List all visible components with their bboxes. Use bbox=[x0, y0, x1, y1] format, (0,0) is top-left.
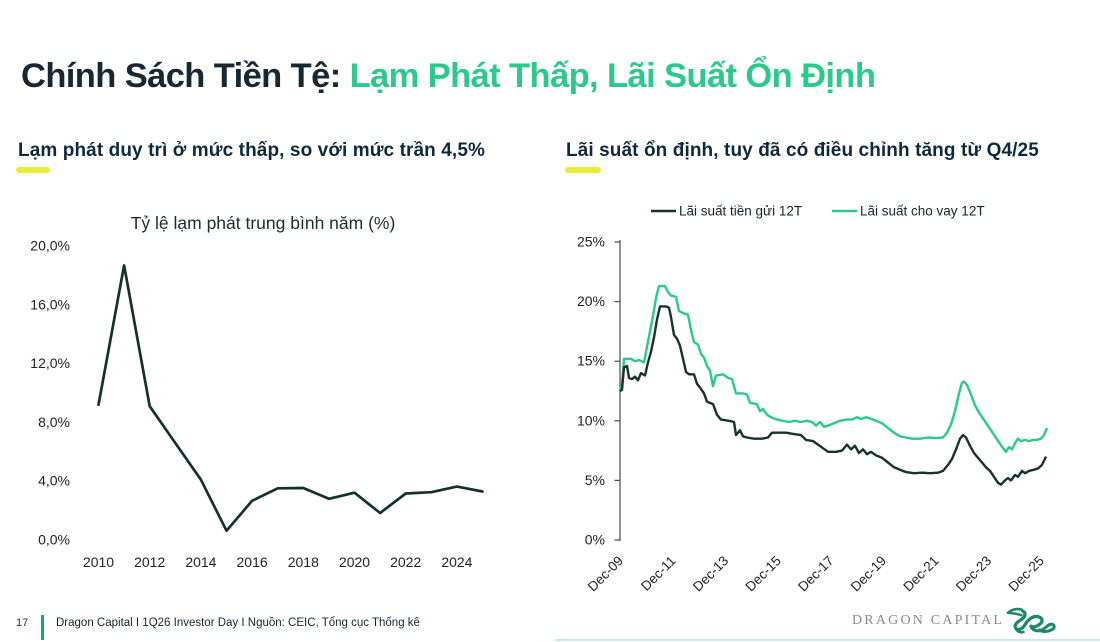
svg-text:2010: 2010 bbox=[83, 554, 114, 570]
svg-text:15%: 15% bbox=[577, 353, 605, 369]
svg-text:Dec-09: Dec-09 bbox=[585, 553, 626, 594]
svg-text:25%: 25% bbox=[577, 234, 605, 250]
svg-text:0%: 0% bbox=[585, 532, 605, 548]
svg-text:Lãi suất cho vay 12T: Lãi suất cho vay 12T bbox=[860, 204, 985, 219]
svg-text:2016: 2016 bbox=[237, 554, 268, 570]
svg-text:Dec-25: Dec-25 bbox=[1006, 553, 1047, 594]
svg-text:16,0%: 16,0% bbox=[30, 296, 70, 312]
svg-text:10%: 10% bbox=[577, 412, 605, 428]
svg-text:Dec-17: Dec-17 bbox=[795, 553, 836, 594]
svg-text:4,0%: 4,0% bbox=[38, 473, 70, 489]
svg-text:Dec-19: Dec-19 bbox=[848, 553, 889, 594]
svg-text:8,0%: 8,0% bbox=[38, 414, 70, 430]
svg-text:Dec-11: Dec-11 bbox=[638, 553, 679, 594]
svg-text:2018: 2018 bbox=[288, 554, 319, 570]
svg-text:20%: 20% bbox=[577, 293, 605, 309]
svg-text:5%: 5% bbox=[585, 472, 605, 488]
svg-text:Dec-21: Dec-21 bbox=[900, 553, 941, 594]
svg-text:Dec-13: Dec-13 bbox=[690, 553, 731, 594]
svg-text:Dec-23: Dec-23 bbox=[953, 553, 994, 594]
svg-text:20,0%: 20,0% bbox=[30, 238, 70, 254]
svg-text:12,0%: 12,0% bbox=[30, 355, 70, 371]
svg-text:0,0%: 0,0% bbox=[38, 532, 70, 548]
svg-text:2020: 2020 bbox=[339, 554, 370, 570]
svg-text:2014: 2014 bbox=[185, 554, 216, 570]
svg-text:Tỷ lệ lạm phát trung bình năm: Tỷ lệ lạm phát trung bình năm (%) bbox=[131, 213, 396, 233]
svg-text:Dec-15: Dec-15 bbox=[743, 553, 784, 594]
svg-text:2022: 2022 bbox=[390, 554, 421, 570]
svg-text:Lãi suất tiền gửi 12T: Lãi suất tiền gửi 12T bbox=[679, 204, 802, 219]
svg-text:2024: 2024 bbox=[441, 554, 472, 570]
svg-text:2012: 2012 bbox=[134, 554, 165, 570]
